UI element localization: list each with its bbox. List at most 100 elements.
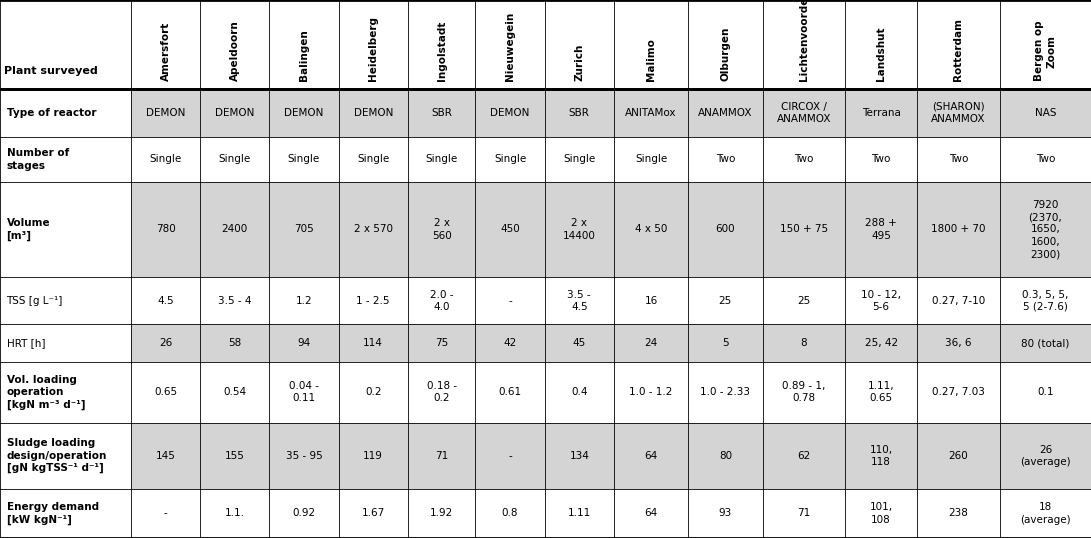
Text: Bergen op
Zoom: Bergen op Zoom	[1034, 21, 1056, 81]
Text: Two: Two	[949, 154, 968, 164]
Bar	[0, 422, 131, 489]
Text: 64: 64	[645, 451, 658, 461]
Bar	[200, 422, 269, 489]
Text: Malimo: Malimo	[646, 39, 656, 81]
Text: 101,
108: 101, 108	[870, 502, 892, 525]
Bar	[408, 489, 476, 538]
Bar	[131, 324, 200, 362]
Text: Type of reactor: Type of reactor	[7, 108, 96, 118]
Bar	[614, 422, 688, 489]
Text: 80: 80	[719, 451, 732, 461]
Bar	[999, 277, 1091, 324]
Bar	[999, 422, 1091, 489]
Bar	[614, 89, 688, 137]
Bar	[200, 277, 269, 324]
Text: 8: 8	[801, 338, 807, 348]
Text: Single: Single	[425, 154, 458, 164]
Bar	[476, 89, 544, 137]
Bar	[688, 324, 763, 362]
Bar	[338, 182, 408, 277]
Bar	[269, 182, 338, 277]
Text: Volume
[m³]: Volume [m³]	[7, 218, 50, 241]
Bar	[476, 277, 544, 324]
Bar	[0, 489, 131, 538]
Text: 64: 64	[645, 508, 658, 519]
Text: 26
(average): 26 (average)	[1020, 444, 1070, 467]
Text: 1 - 2.5: 1 - 2.5	[357, 296, 389, 306]
Bar	[131, 422, 200, 489]
Text: SBR: SBR	[568, 108, 590, 118]
Bar	[338, 277, 408, 324]
Bar	[918, 182, 999, 277]
Bar	[614, 324, 688, 362]
Bar	[918, 277, 999, 324]
Bar	[846, 324, 918, 362]
Bar	[0, 89, 131, 137]
Text: Sludge loading
design/operation
[gN kgTSS⁻¹ d⁻¹]: Sludge loading design/operation [gN kgTS…	[7, 438, 107, 473]
Bar	[918, 362, 999, 422]
Text: 0.3, 5, 5,
5 (2-7.6): 0.3, 5, 5, 5 (2-7.6)	[1022, 289, 1068, 312]
Bar	[544, 422, 614, 489]
Bar	[269, 137, 338, 182]
Text: 80 (total): 80 (total)	[1021, 338, 1069, 348]
Text: 1.11: 1.11	[567, 508, 591, 519]
Bar	[408, 422, 476, 489]
Text: Zurich: Zurich	[574, 44, 585, 81]
Text: 94: 94	[298, 338, 311, 348]
Bar	[338, 89, 408, 137]
Text: -: -	[508, 296, 512, 306]
Bar	[338, 489, 408, 538]
Bar	[476, 362, 544, 422]
Bar	[763, 489, 846, 538]
Text: Single: Single	[563, 154, 596, 164]
Text: 25, 42: 25, 42	[864, 338, 898, 348]
Text: Apeldoorn: Apeldoorn	[230, 20, 240, 81]
Text: 35 - 95: 35 - 95	[286, 451, 322, 461]
Text: 155: 155	[225, 451, 244, 461]
Text: 0.27, 7.03: 0.27, 7.03	[932, 387, 985, 397]
Text: Nieuwegein: Nieuwegein	[505, 12, 515, 81]
Bar	[846, 0, 918, 89]
Bar	[918, 422, 999, 489]
Text: Landshut: Landshut	[876, 27, 886, 81]
Bar	[0, 0, 131, 89]
Text: 114: 114	[363, 338, 383, 348]
Bar	[200, 324, 269, 362]
Bar	[846, 489, 918, 538]
Bar	[614, 277, 688, 324]
Bar	[131, 137, 200, 182]
Text: 18
(average): 18 (average)	[1020, 502, 1070, 525]
Text: Single: Single	[288, 154, 320, 164]
Text: 0.27, 7-10: 0.27, 7-10	[932, 296, 985, 306]
Bar	[408, 362, 476, 422]
Bar	[999, 489, 1091, 538]
Text: 0.4: 0.4	[571, 387, 588, 397]
Text: 110,
118: 110, 118	[870, 444, 892, 467]
Bar	[131, 362, 200, 422]
Bar	[999, 89, 1091, 137]
Text: 16: 16	[645, 296, 658, 306]
Bar	[763, 277, 846, 324]
Text: 5: 5	[722, 338, 729, 348]
Bar	[200, 362, 269, 422]
Text: CIRCOX /
ANAMMOX: CIRCOX / ANAMMOX	[777, 102, 831, 124]
Bar	[269, 89, 338, 137]
Text: 260: 260	[948, 451, 969, 461]
Text: 4 x 50: 4 x 50	[635, 224, 668, 235]
Bar	[846, 422, 918, 489]
Bar	[544, 0, 614, 89]
Text: 1.0 - 1.2: 1.0 - 1.2	[630, 387, 673, 397]
Text: (SHARON)
ANAMMOX: (SHARON) ANAMMOX	[932, 102, 985, 124]
Text: Rotterdam: Rotterdam	[954, 18, 963, 81]
Text: 3.5 - 4: 3.5 - 4	[218, 296, 252, 306]
Bar	[544, 324, 614, 362]
Text: Single: Single	[635, 154, 668, 164]
Text: 62: 62	[798, 451, 811, 461]
Bar	[614, 137, 688, 182]
Bar	[200, 182, 269, 277]
Text: 705: 705	[295, 224, 314, 235]
Bar	[0, 0, 131, 89]
Bar	[918, 0, 999, 89]
Text: 2 x
14400: 2 x 14400	[563, 218, 596, 240]
Bar	[544, 89, 614, 137]
